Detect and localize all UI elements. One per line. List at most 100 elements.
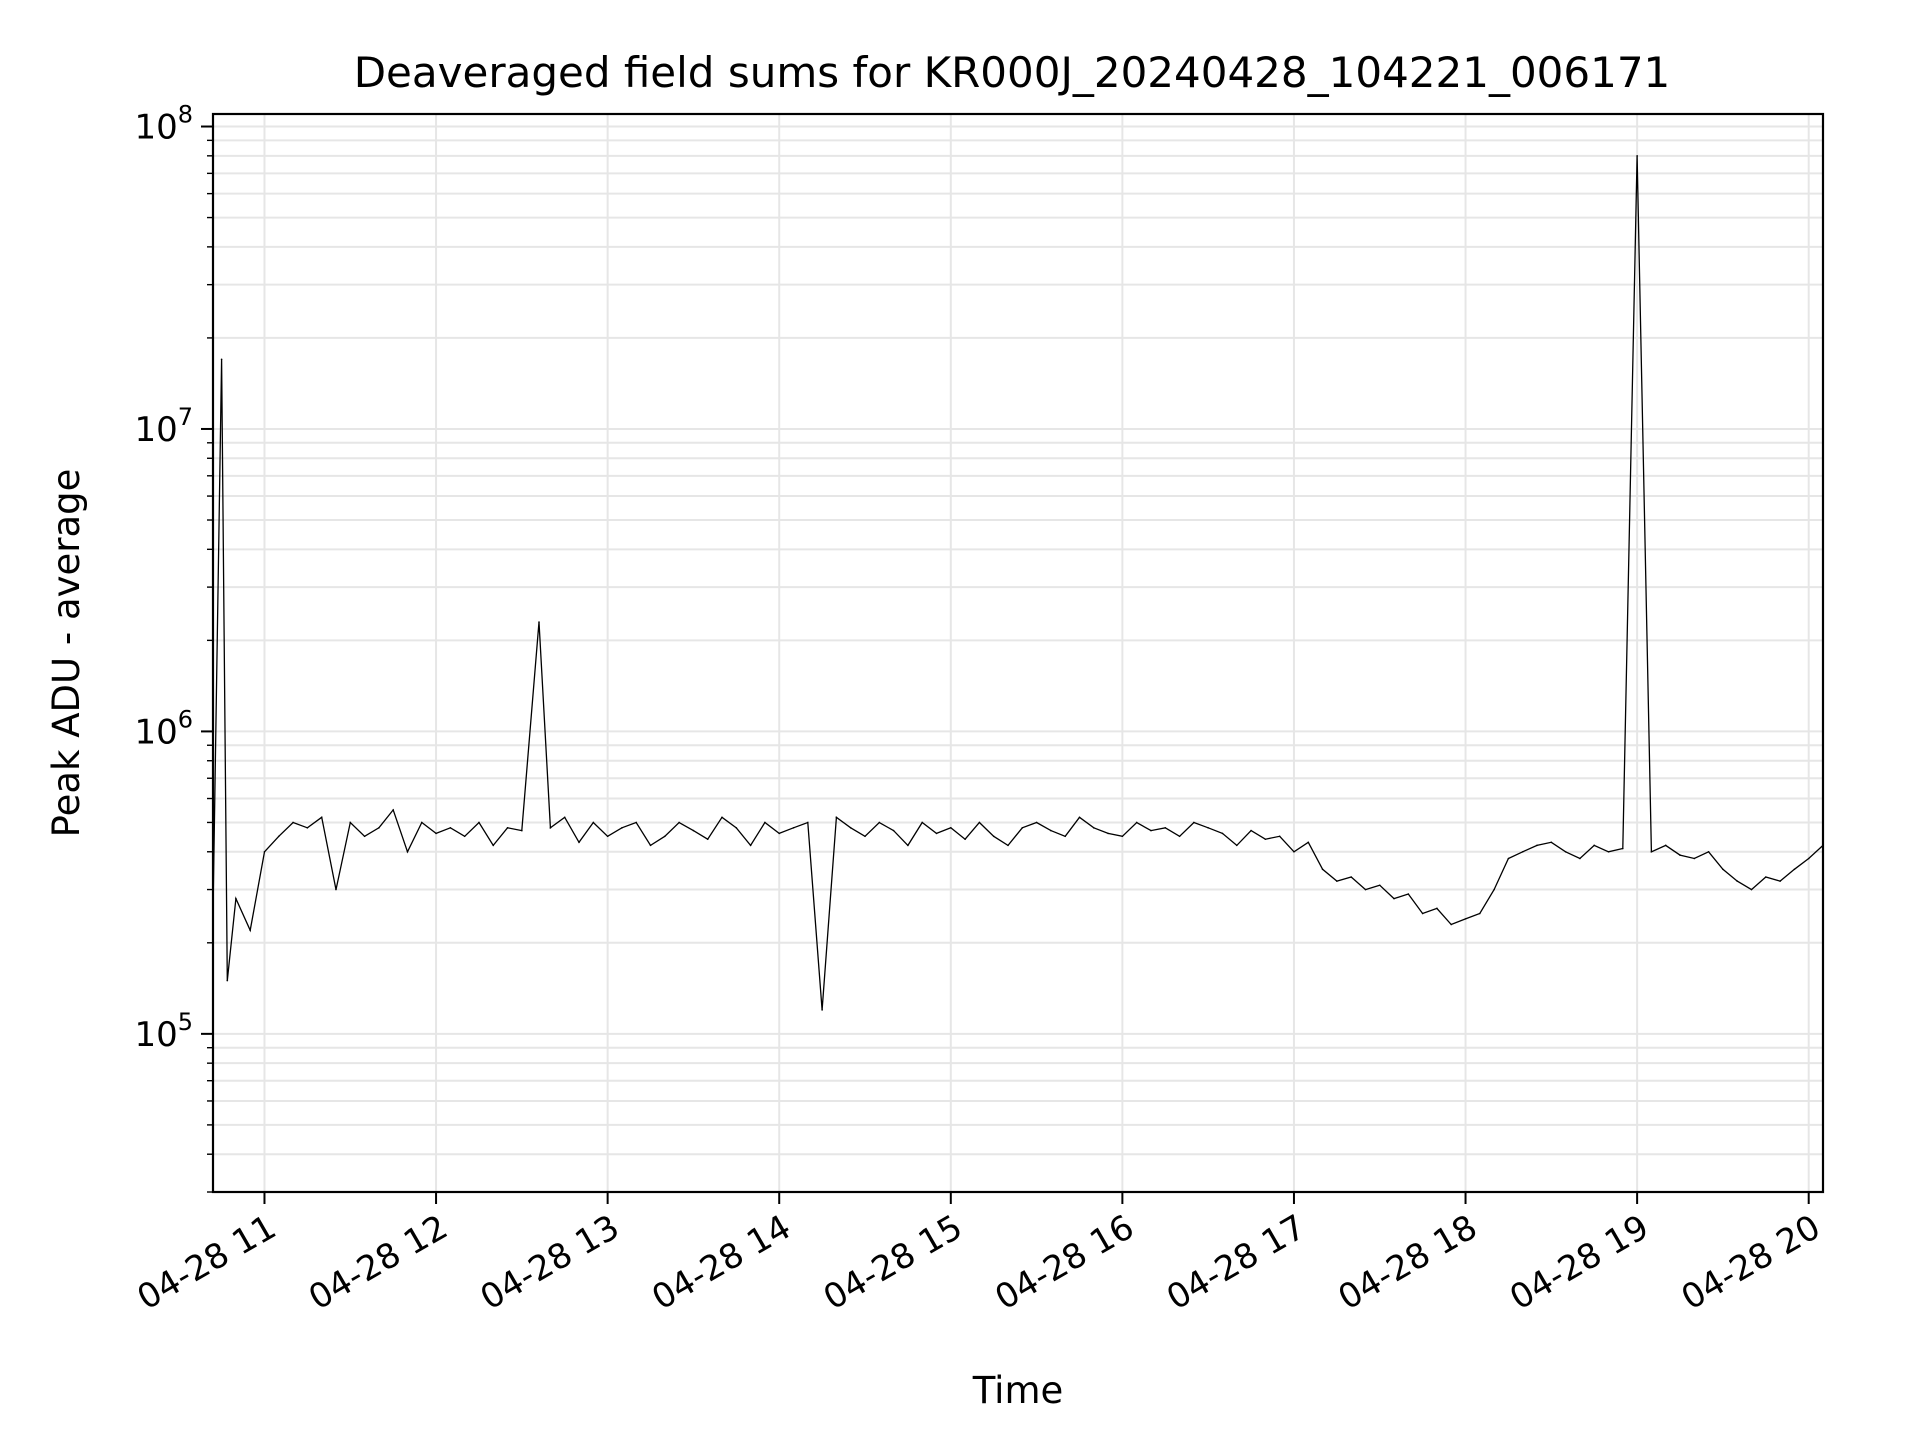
data-point xyxy=(807,821,809,824)
data-point xyxy=(1550,841,1553,844)
data-point xyxy=(1479,912,1481,915)
y-tick-label: 105 xyxy=(134,1008,193,1055)
data-point xyxy=(1092,827,1095,829)
data-point xyxy=(1493,888,1495,891)
data-point xyxy=(1450,923,1453,926)
series xyxy=(212,155,1824,1011)
data-point xyxy=(935,832,938,835)
data-point xyxy=(907,844,909,847)
data-point xyxy=(1607,850,1610,853)
data-point xyxy=(1078,816,1081,819)
data-point xyxy=(1007,844,1009,847)
data-point xyxy=(878,821,881,824)
data-point xyxy=(263,850,266,853)
data-point xyxy=(778,832,781,835)
data-point xyxy=(678,821,680,824)
data-point xyxy=(1064,835,1066,838)
data-point xyxy=(1521,850,1524,853)
y-tick-label: 108 xyxy=(134,101,193,148)
data-point xyxy=(1736,880,1739,882)
data-point xyxy=(1135,821,1138,824)
data-point xyxy=(1336,880,1338,882)
data-point xyxy=(226,979,229,982)
data-point xyxy=(435,832,437,835)
data-point xyxy=(1507,857,1510,860)
data-point xyxy=(320,816,323,819)
data-point xyxy=(1021,827,1024,829)
data-point xyxy=(463,835,466,838)
data-point xyxy=(649,844,652,847)
data-point xyxy=(1436,907,1438,910)
data-point xyxy=(1164,827,1167,829)
data-point xyxy=(692,829,695,832)
data-point xyxy=(449,827,452,829)
data-point xyxy=(1722,868,1724,871)
data-point xyxy=(992,835,995,838)
data-point xyxy=(1750,888,1753,891)
data-point xyxy=(978,821,981,824)
data-point xyxy=(792,827,795,829)
data-point xyxy=(549,827,552,829)
data-point xyxy=(735,827,738,829)
data-point xyxy=(706,838,709,841)
data-point xyxy=(349,821,352,824)
data-point xyxy=(1293,850,1295,853)
data-point xyxy=(1307,841,1310,844)
data-point xyxy=(1421,912,1424,915)
data-point xyxy=(363,835,366,838)
data-point xyxy=(1765,876,1767,878)
data-point xyxy=(621,827,623,829)
data-point xyxy=(664,835,666,838)
data-point xyxy=(921,821,924,824)
data-point xyxy=(420,821,423,824)
data-point xyxy=(1035,821,1038,824)
chart-title: Deaveraged field sums for KR000J_2024042… xyxy=(354,48,1671,97)
data-point xyxy=(1636,155,1638,157)
data-point xyxy=(635,821,638,824)
data-point xyxy=(277,835,280,838)
data-point xyxy=(1250,829,1252,832)
data-point xyxy=(249,929,251,932)
data-point xyxy=(392,809,394,811)
data-point xyxy=(949,827,952,829)
data-point xyxy=(606,835,609,838)
data-point xyxy=(1579,857,1581,860)
data-point xyxy=(1693,857,1696,860)
data-point xyxy=(1235,844,1238,847)
data-point xyxy=(592,821,595,824)
data-point xyxy=(506,827,509,829)
data-point xyxy=(1536,844,1538,847)
data-point xyxy=(478,821,480,824)
data-point xyxy=(538,621,540,623)
data-point xyxy=(378,827,380,829)
data-point xyxy=(1793,868,1796,871)
data-point xyxy=(1593,844,1596,847)
data-point xyxy=(1121,835,1124,838)
data-point xyxy=(1622,847,1624,850)
data-point xyxy=(1178,835,1181,838)
data-point xyxy=(1321,868,1324,871)
data-point xyxy=(1221,832,1224,835)
data-point xyxy=(1107,832,1109,835)
data-point xyxy=(1050,829,1052,832)
data-point xyxy=(1650,850,1653,853)
data-point xyxy=(1150,829,1152,832)
data-point xyxy=(1393,897,1395,900)
data-point xyxy=(1679,854,1681,856)
data-point xyxy=(1464,918,1467,920)
data-point xyxy=(721,816,723,819)
data-point xyxy=(764,821,766,824)
data-point xyxy=(563,816,566,819)
data-point xyxy=(1264,838,1267,841)
data-point xyxy=(306,827,309,829)
data-point xyxy=(235,897,237,900)
data-point xyxy=(220,358,223,361)
data-point xyxy=(749,844,752,847)
data-point xyxy=(335,888,337,891)
data-point xyxy=(406,850,409,853)
y-tick-label: 106 xyxy=(134,705,193,752)
data-point xyxy=(1278,835,1281,838)
data-point xyxy=(521,829,523,832)
